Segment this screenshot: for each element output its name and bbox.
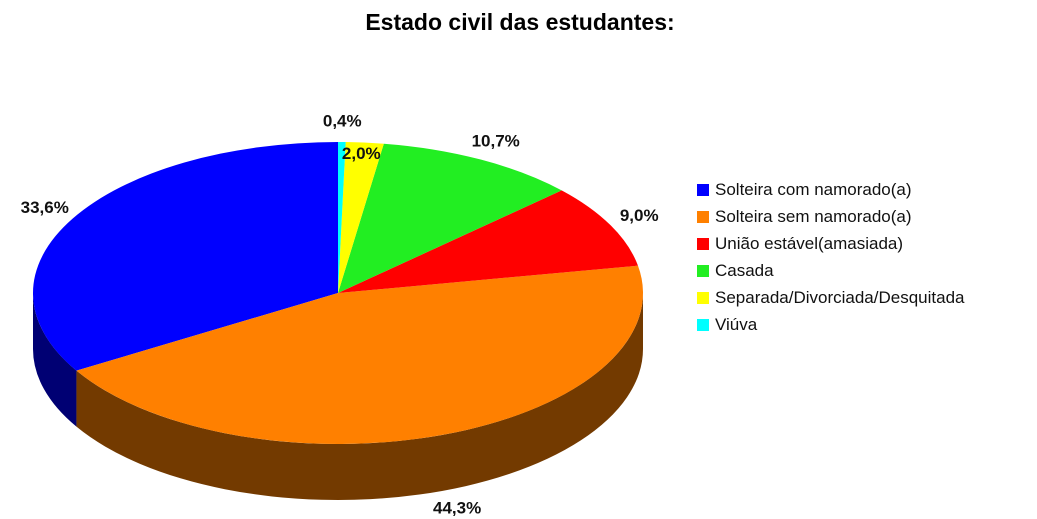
data-label: 0,4% — [323, 111, 362, 130]
pie-slice — [32, 142, 339, 371]
pie-side — [76, 293, 644, 500]
legend-label: Solteira com namorado(a) — [715, 180, 912, 199]
pie-tops — [32, 142, 643, 444]
data-label: 44,3% — [433, 498, 481, 517]
pie-slice — [338, 142, 384, 293]
pie-slice — [338, 142, 346, 293]
legend-label: Separada/Divorciada/Desquitada — [715, 288, 965, 307]
pie-slice — [338, 190, 638, 293]
data-label: 2,0% — [342, 144, 381, 163]
legend-swatch — [697, 265, 709, 277]
legend-swatch — [697, 211, 709, 223]
data-label: 33,6% — [21, 198, 69, 217]
data-label: 9,0% — [620, 206, 659, 225]
legend-item: Solteira sem namorado(a) — [697, 207, 1037, 227]
data-label: 10,7% — [472, 131, 520, 150]
pie-slice — [76, 265, 643, 444]
legend-swatch — [697, 319, 709, 331]
pie-sides — [33, 293, 644, 500]
legend-swatch — [697, 184, 709, 196]
legend-item: União estável(amasiada) — [697, 234, 1037, 254]
legend-label: Solteira sem namorado(a) — [715, 207, 912, 226]
legend-item: Casada — [697, 261, 1037, 281]
chart-title: Estado civil das estudantes: — [365, 9, 674, 35]
legend-item: Separada/Divorciada/Desquitada — [697, 288, 1037, 308]
pie-side — [33, 293, 77, 427]
legend-swatch — [697, 292, 709, 304]
legend: Solteira com namorado(a) Solteira sem nam… — [697, 180, 1037, 342]
legend-label: Casada — [715, 261, 774, 280]
legend-item: Solteira com namorado(a) — [697, 180, 1037, 200]
pie-slice — [338, 143, 562, 293]
legend-item: Viúva — [697, 315, 1037, 335]
legend-swatch — [697, 238, 709, 250]
legend-label: União estável(amasiada) — [715, 234, 904, 253]
legend-label: Viúva — [715, 315, 758, 334]
